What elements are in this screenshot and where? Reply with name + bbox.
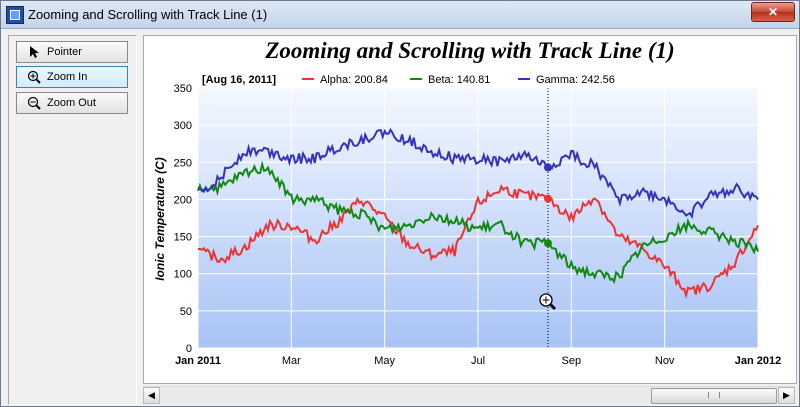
pointer-label: Pointer (47, 46, 82, 58)
title-bar: Zooming and Scrolling with Track Line (1… (1, 1, 799, 29)
x-tick-label: Mar (282, 355, 301, 367)
y-tick-label: 150 (174, 232, 192, 244)
tool-panel: Pointer Zoom In Zoom Out (8, 35, 137, 405)
series-line-alpha (198, 183, 759, 299)
zoom-in-icon (27, 70, 41, 84)
x-tick-label: May (374, 355, 395, 367)
track-point-beta (544, 239, 552, 248)
x-tick-label: Jul (471, 355, 485, 367)
pointer-arrow-icon (27, 45, 41, 59)
y-tick-label: 350 (174, 83, 192, 95)
y-tick-label: 100 (174, 269, 192, 281)
y-tick-label: 300 (174, 120, 192, 132)
legend-beta: Beta: 140.81 (428, 74, 490, 86)
scroll-left-button[interactable]: ◀ (143, 387, 160, 404)
x-tick-label: Jan 2011 (175, 355, 221, 367)
y-tick-label: 50 (180, 306, 192, 318)
zoom-cursor-icon (539, 293, 557, 311)
zoom-in-label: Zoom In (47, 71, 88, 83)
series-line-beta (197, 160, 759, 285)
chart-panel[interactable]: Zooming and Scrolling with Track Line (1… (143, 35, 797, 384)
y-axis-label: Ionic Temperature (C) (153, 157, 167, 281)
legend-date: [Aug 16, 2011] (202, 74, 276, 86)
pointer-button[interactable]: Pointer (16, 41, 128, 63)
window-title: Zooming and Scrolling with Track Line (1… (28, 7, 268, 22)
y-tick-label: 200 (174, 194, 192, 206)
line-chart[interactable]: [Aug 16, 2011] Alpha: 200.84 Beta: 140.8… (144, 36, 796, 383)
series-line-gamma (197, 127, 759, 220)
y-tick-label: 0 (186, 343, 192, 355)
scroll-thumb[interactable] (651, 388, 777, 404)
x-tick-label: Sep (562, 355, 582, 367)
app-icon (6, 6, 24, 24)
legend-alpha: Alpha: 200.84 (320, 74, 388, 86)
x-tick-label: Jan 2012 (735, 355, 781, 367)
close-button[interactable]: ✕ (751, 2, 795, 22)
zoom-out-icon (27, 96, 41, 110)
zoom-in-button[interactable]: Zoom In (16, 66, 128, 88)
track-point-alpha (544, 194, 552, 203)
scroll-right-button[interactable]: ▶ (778, 387, 795, 404)
horizontal-scrollbar[interactable]: ◀ ▶ (143, 386, 795, 404)
track-point-gamma (544, 163, 552, 172)
x-tick-label: Nov (655, 355, 675, 367)
legend-gamma: Gamma: 242.56 (536, 74, 615, 86)
y-tick-label: 250 (174, 157, 192, 169)
zoom-out-button[interactable]: Zoom Out (16, 92, 128, 114)
zoom-out-label: Zoom Out (47, 97, 96, 109)
chart-title: Zooming and Scrolling with Track Line (1… (265, 38, 675, 63)
